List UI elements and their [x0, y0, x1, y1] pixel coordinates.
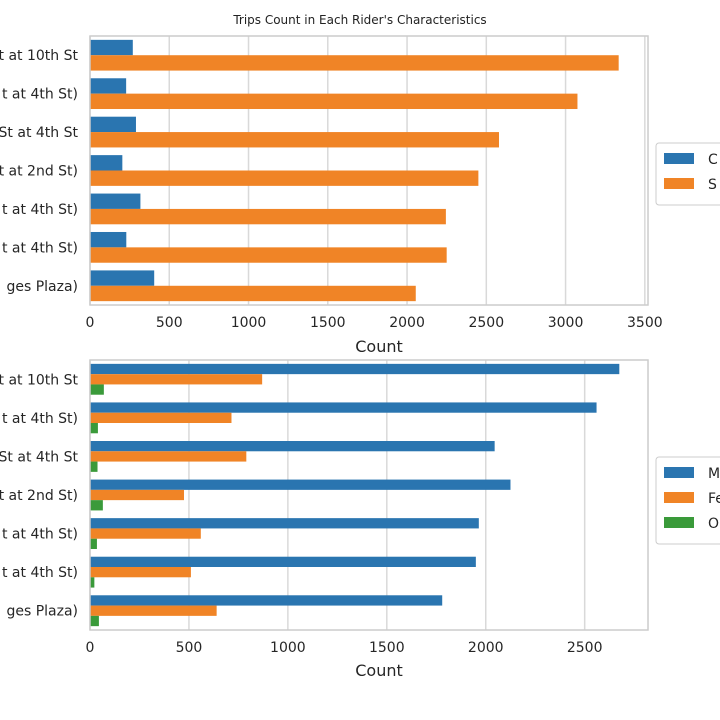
legend-swatch-s [664, 178, 694, 189]
bar-o-4 [90, 538, 97, 549]
bar-fe-1 [90, 412, 232, 423]
y-tick-label: St at 4th St [0, 125, 78, 141]
legend-label: O [708, 516, 719, 532]
bar-s-0 [90, 55, 619, 71]
y-tick-label: t at 4th St) [2, 527, 78, 543]
x-tick-label: 3500 [627, 315, 663, 331]
x-tick-label: 0 [86, 315, 95, 331]
bar-s-2 [90, 132, 499, 148]
x-tick-label: 1500 [369, 640, 405, 656]
bar-o-0 [90, 384, 104, 395]
x-tick-label: 1000 [270, 640, 306, 656]
x-tick-label: 1500 [310, 315, 346, 331]
x-tick-label: 500 [176, 640, 203, 656]
legend-swatch-c [664, 153, 694, 164]
bar-c-6 [90, 270, 155, 286]
bar-m-4 [90, 518, 479, 529]
bar-s-3 [90, 170, 479, 186]
y-tick-label: t at 4th St) [2, 87, 78, 103]
legend-swatch-o [664, 517, 694, 528]
y-tick-label: St at 4th St [0, 449, 78, 465]
bar-m-1 [90, 402, 597, 413]
bar-m-0 [90, 363, 620, 375]
y-tick-label: t at 2nd St) [0, 488, 78, 504]
bar-c-3 [90, 155, 123, 171]
bar-o-1 [90, 423, 98, 434]
y-tick-label: t at 4th St) [2, 202, 78, 218]
figure-title: Trips Count in Each Rider's Characterist… [232, 13, 486, 27]
bar-s-5 [90, 247, 447, 263]
bar-fe-2 [90, 451, 247, 462]
x-tick-label: 2500 [567, 640, 603, 656]
bar-o-5 [90, 577, 95, 588]
x-tick-label: 3000 [548, 315, 584, 331]
bar-m-5 [90, 556, 476, 567]
x-axis-label: Count [355, 337, 403, 356]
bar-s-1 [90, 93, 578, 110]
bar-o-2 [90, 461, 98, 472]
legend-label: M [708, 466, 720, 482]
bar-c-1 [90, 78, 127, 94]
bar-fe-6 [90, 605, 217, 616]
x-tick-label: 2500 [468, 315, 504, 331]
x-axis-label: Count [355, 661, 403, 680]
y-tick-label: t at 4th St) [2, 565, 78, 581]
x-tick-label: 1000 [231, 315, 267, 331]
legend-swatch-m [664, 467, 694, 478]
legend-label: S [708, 177, 717, 193]
x-tick-label: 2000 [468, 640, 504, 656]
bar-c-0 [90, 39, 133, 56]
legend-label: C [708, 152, 718, 168]
bar-m-3 [90, 479, 511, 490]
bar-m-6 [90, 595, 443, 606]
y-tick-label: t at 4th St) [2, 240, 78, 256]
bar-fe-0 [90, 374, 263, 385]
x-tick-label: 500 [156, 315, 183, 331]
legend-label: Fe [708, 491, 720, 507]
legend-swatch-fe [664, 492, 694, 503]
y-tick-label: t at 10th St [0, 48, 79, 64]
y-tick-label: t at 4th St) [2, 411, 78, 427]
chart-user-type: t at 10th St t at 4th St) St at 4th St t at… [0, 35, 720, 356]
y-tick-label: t at 10th St [0, 372, 79, 388]
y-tick-label: t at 2nd St) [0, 164, 78, 180]
chart-gender: t at 10th St t at 4th St) St at 4th St t at… [0, 359, 720, 680]
bar-fe-4 [90, 528, 201, 539]
x-tick-label: 0 [86, 640, 95, 656]
bar-m-2 [90, 441, 495, 452]
bar-s-6 [90, 285, 416, 302]
bar-c-4 [90, 193, 141, 209]
bar-fe-5 [90, 567, 191, 578]
plot-frame [89, 35, 649, 306]
bar-fe-3 [90, 489, 184, 501]
y-tick-label: ges Plaza) [6, 604, 78, 620]
bar-c-2 [90, 116, 136, 133]
plot-frame [89, 359, 649, 631]
bar-o-6 [90, 615, 99, 627]
bar-o-3 [90, 500, 103, 511]
bar-c-5 [90, 231, 127, 248]
x-tick-label: 2000 [389, 315, 425, 331]
bar-s-4 [90, 208, 446, 225]
y-tick-label: ges Plaza) [6, 279, 78, 295]
